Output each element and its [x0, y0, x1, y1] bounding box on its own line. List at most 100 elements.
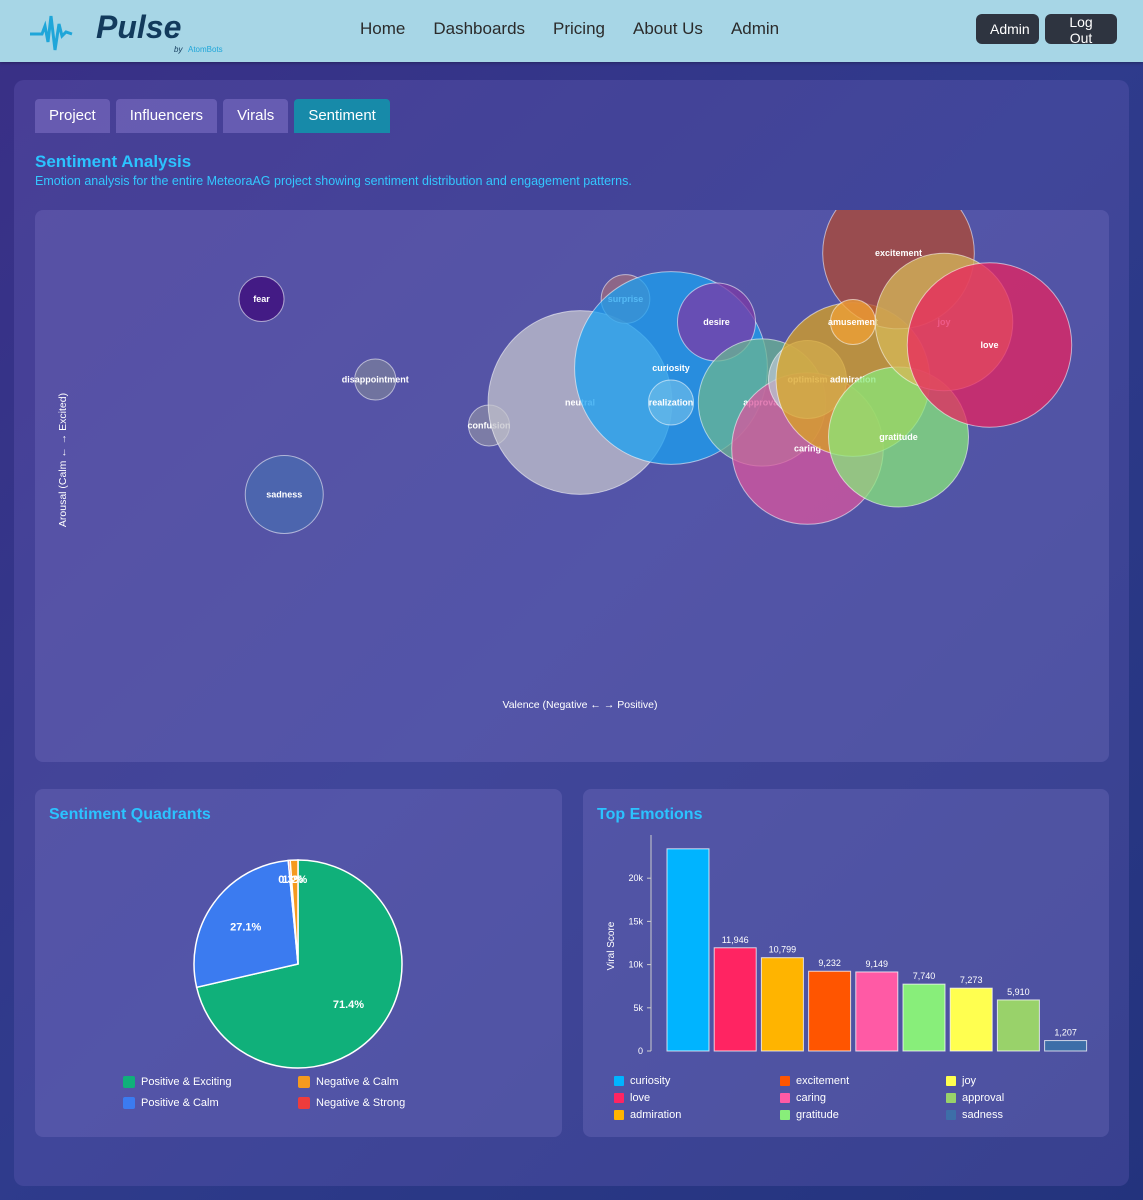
top-navbar: Pulse by AtomBots Home Dashboards Pricin…	[0, 0, 1143, 62]
admin-button[interactable]: Admin	[976, 14, 1039, 44]
legend-sadness[interactable]: sadness	[946, 1109, 1003, 1121]
bar-value-label: 11,946	[722, 935, 749, 945]
tab-virals[interactable]: Virals	[223, 99, 289, 133]
bubble-label: neutral	[565, 398, 595, 408]
legend-positive-calm[interactable]: Positive & Calm	[123, 1097, 219, 1109]
section-title: Sentiment Analysis	[35, 152, 192, 171]
legend-swatch	[946, 1093, 956, 1103]
bubble-fear[interactable]: fear	[238, 275, 285, 323]
brand-sub: AtomBots	[188, 45, 223, 54]
legend-curiosity[interactable]: curiosity	[614, 1075, 670, 1087]
bar-admiration[interactable]	[760, 957, 804, 1052]
legend-excitement[interactable]: excitement	[780, 1075, 849, 1087]
bar-approval[interactable]	[996, 999, 1040, 1052]
legend-gratitude[interactable]: gratitude	[780, 1109, 839, 1121]
bar-y-tick-label: 10k	[628, 960, 643, 970]
bubble-label: caring	[794, 444, 821, 454]
slice-positive-calm[interactable]	[193, 859, 299, 989]
pie-label: 71.4%	[333, 999, 364, 1011]
bubble-sadness[interactable]: sadness	[244, 455, 324, 534]
bar-value-label: 9,232	[818, 958, 841, 968]
bubble-label: fear	[253, 294, 270, 304]
bar-excitement[interactable]	[808, 970, 852, 1052]
legend-swatch	[298, 1097, 310, 1109]
nav-pricing[interactable]: Pricing	[553, 19, 605, 38]
bubble-amusement[interactable]: amusement	[828, 298, 878, 346]
section-description: Emotion analysis for the entire MeteoraA…	[35, 174, 632, 188]
legend-label: caring	[796, 1092, 826, 1104]
bar-value-label: 7,273	[960, 975, 983, 985]
bubble-circle	[647, 379, 695, 426]
legend-negative-calm[interactable]: Negative & Calm	[298, 1076, 399, 1088]
legend-admiration[interactable]: admiration	[614, 1109, 681, 1121]
legend-label: Positive & Exciting	[141, 1076, 232, 1088]
legend-swatch	[123, 1076, 135, 1088]
bar-y-tick-label: 15k	[628, 916, 643, 926]
legend-label: Negative & Strong	[316, 1097, 406, 1109]
emotion-bubble-chart: fear disappointment sadness confusion neutra…	[57, 176, 1073, 711]
bubble-disappointment[interactable]: disappointment	[342, 358, 409, 401]
bubble-label: desire	[703, 317, 730, 327]
bar-value-label: 1,207	[1054, 1028, 1077, 1038]
bar-joy[interactable]	[949, 987, 993, 1052]
bubble-circle	[244, 455, 324, 534]
legend-label: love	[630, 1092, 651, 1104]
pie-label: 27.1%	[230, 921, 261, 933]
legend-negative-strong[interactable]: Negative & Strong	[298, 1097, 405, 1109]
main-panel: Project Influencers Virals Sentiment Sen…	[14, 80, 1129, 1186]
legend-swatch	[614, 1076, 624, 1086]
logout-button[interactable]: Log Out	[1045, 14, 1117, 46]
bar-y-tick-label: 0	[638, 1046, 643, 1056]
nav-admin[interactable]: Admin	[730, 19, 780, 38]
tab-sentiment[interactable]: Sentiment	[294, 99, 390, 133]
bar-y-axis-label: Viral Score	[606, 921, 617, 970]
bubble-label: excitement	[875, 248, 922, 258]
bubble-realization[interactable]: realization	[647, 379, 695, 426]
nav-dashboards[interactable]: Dashboards	[433, 19, 526, 38]
bar-curiosity[interactable]	[666, 848, 710, 1052]
pulse-logo[interactable]: Pulse by AtomBots	[28, 6, 228, 58]
top-emotions-title: Top Emotions	[597, 806, 703, 823]
legend-label: Negative & Calm	[316, 1076, 399, 1088]
bar-sadness[interactable]	[1044, 1040, 1088, 1052]
bubble-label: admiration	[830, 375, 876, 385]
quadrants-pie-chart: 71.4% 27.1% 0.3%1.2%	[193, 859, 403, 1069]
bubble-love[interactable]: love	[906, 262, 1073, 428]
legend-label: curiosity	[630, 1075, 671, 1087]
legend-swatch	[780, 1076, 790, 1086]
tab-bar: Project Influencers Virals Sentiment	[35, 99, 390, 133]
legend-label: admiration	[630, 1109, 682, 1121]
legend-positive-exciting[interactable]: Positive & Exciting	[123, 1076, 231, 1088]
top-emotions-bar-chart: 0 5k 10k 15k 20k 11,946 10,799 9,232 9,149 7,740 7…	[606, 835, 1088, 1056]
nav-home[interactable]: Home	[360, 19, 406, 38]
bar-love[interactable]	[713, 947, 757, 1052]
legend-label: excitement	[796, 1075, 850, 1087]
slice-negative-calm[interactable]	[289, 859, 299, 965]
legend-swatch	[123, 1097, 135, 1109]
tab-project[interactable]: Project	[35, 99, 110, 133]
sentiment-quadrants-card: Sentiment Quadrants 71.4% 27.1% 0.3% 1.2% P…	[35, 789, 562, 1137]
bubble-label: amusement	[828, 317, 878, 327]
legend-label: joy	[962, 1075, 977, 1087]
bubble-label: curiosity	[652, 363, 690, 373]
legend-love[interactable]: love	[614, 1092, 650, 1104]
bar-value-label: 7,740	[913, 971, 936, 981]
legend-swatch	[780, 1110, 790, 1120]
bar-caring[interactable]	[855, 971, 899, 1052]
legend-caring[interactable]: caring	[780, 1092, 826, 1104]
top-emotions-card: Top Emotions 0 5k 10k 15k 20k 11,946 10,799 9,2…	[583, 789, 1109, 1137]
legend-approval[interactable]: approval	[946, 1092, 1004, 1104]
bar-gratitude[interactable]	[902, 983, 946, 1052]
nav-about-us[interactable]: About Us	[633, 19, 703, 38]
legend-label: gratitude	[796, 1109, 839, 1121]
slice-positive-exciting[interactable]	[195, 859, 403, 1069]
bubble-circle	[906, 262, 1073, 428]
legend-label: approval	[962, 1092, 1005, 1104]
bubble-label: sadness	[266, 490, 302, 500]
legend-swatch	[614, 1110, 624, 1120]
bar-value-label: 9,149	[866, 959, 889, 969]
legend-joy[interactable]: joy	[946, 1075, 976, 1087]
legend-swatch	[298, 1076, 310, 1088]
tab-influencers[interactable]: Influencers	[115, 99, 218, 133]
bubble-x-axis-label: Valence (Negative ← → Positive)	[502, 699, 657, 711]
